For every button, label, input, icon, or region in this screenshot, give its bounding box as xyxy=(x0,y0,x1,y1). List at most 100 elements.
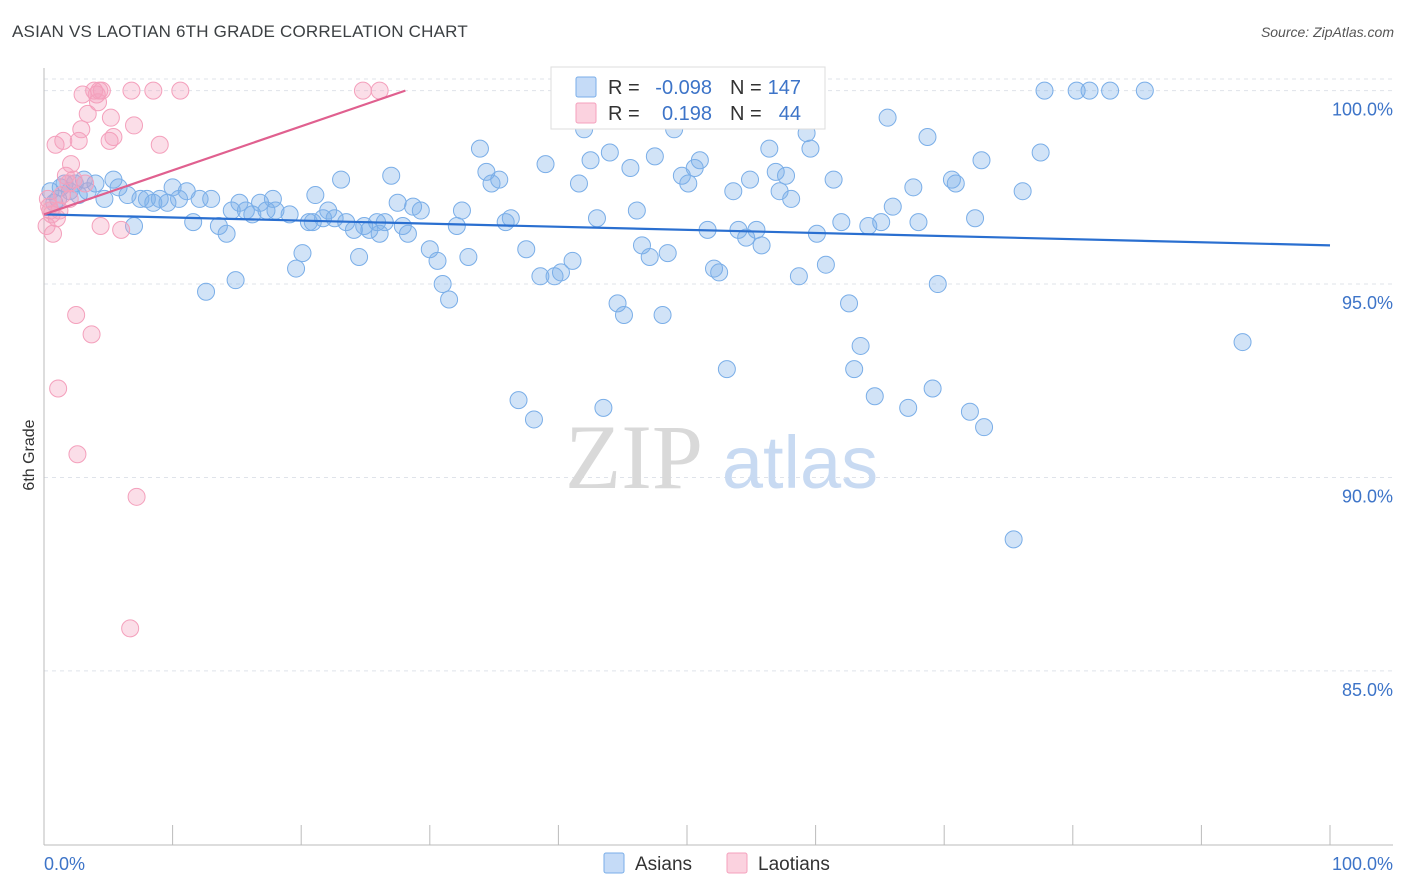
asians-point xyxy=(382,166,401,185)
laotians-point xyxy=(353,81,372,100)
laotians-point xyxy=(150,135,169,154)
laotians-point xyxy=(87,85,106,104)
asians-point xyxy=(824,170,843,189)
asians-point xyxy=(909,213,928,232)
asians-point xyxy=(280,205,299,224)
legend-r-label-1: R = xyxy=(608,77,640,99)
asians-point xyxy=(536,155,555,174)
asians-point xyxy=(433,275,452,294)
asians-point xyxy=(531,267,550,286)
laotians-point xyxy=(82,325,101,344)
watermark-zip: ZIP xyxy=(565,406,703,508)
laotians-point xyxy=(125,116,144,135)
laotians-point xyxy=(171,81,190,100)
asians-point xyxy=(184,213,203,232)
asians-point xyxy=(86,174,105,193)
asians-point xyxy=(752,236,771,255)
laotians-point xyxy=(38,189,57,208)
laotians-point xyxy=(44,224,63,243)
asians-point xyxy=(865,387,884,406)
asians-point xyxy=(789,267,808,286)
asians-point xyxy=(319,201,338,220)
asians-point xyxy=(569,174,588,193)
asians-point xyxy=(226,271,245,290)
laotians-point xyxy=(101,108,120,127)
asians-point xyxy=(690,151,709,170)
asians-point xyxy=(209,217,228,236)
asians-point xyxy=(737,228,756,247)
asians-point xyxy=(972,151,991,170)
asians-point xyxy=(717,360,736,379)
y-tick-label: 85.0% xyxy=(1342,680,1393,700)
asians-point xyxy=(501,209,520,228)
asians-point xyxy=(845,360,864,379)
y-tick-label: 100.0% xyxy=(1332,100,1393,120)
asians-point xyxy=(524,410,543,429)
laotians-point xyxy=(64,170,83,189)
asians-point xyxy=(517,240,536,259)
stats-legend-box xyxy=(550,66,826,130)
legend-n-value-2: 44 xyxy=(779,103,801,125)
laotians-point xyxy=(76,174,95,193)
laotians-point xyxy=(67,305,86,324)
asians-point xyxy=(621,158,640,177)
asians-point xyxy=(202,189,221,208)
asians-point xyxy=(1067,81,1086,100)
asians-point xyxy=(801,139,820,158)
series-legend: Asians Laotians xyxy=(603,852,830,875)
asians-point xyxy=(350,247,369,266)
asians-point xyxy=(923,379,942,398)
asians-point xyxy=(587,209,606,228)
asians-point xyxy=(1101,81,1120,100)
asians-point xyxy=(594,398,613,417)
asians-point xyxy=(230,193,249,212)
legend-n-label-2: N = xyxy=(730,103,762,125)
source-label: Source: ZipAtlas.com xyxy=(1260,24,1394,40)
asians-point xyxy=(490,170,509,189)
asians-point xyxy=(293,244,312,263)
laotians-point xyxy=(73,85,92,104)
asians-point xyxy=(1031,143,1050,162)
asians-point xyxy=(388,193,407,212)
asians-point xyxy=(658,244,677,263)
asians-point xyxy=(600,143,619,162)
laotians-point xyxy=(69,131,88,150)
asians-point xyxy=(883,197,902,216)
asians-point xyxy=(724,182,743,201)
asians-point xyxy=(109,178,128,197)
asians-point xyxy=(608,294,627,313)
laotians-point xyxy=(62,155,81,174)
legend-asians-label: Asians xyxy=(635,854,692,875)
asians-point xyxy=(197,282,216,301)
asians-point xyxy=(645,147,664,166)
legend-r-label-2: R = xyxy=(608,103,640,125)
laotians-point xyxy=(72,120,91,139)
asians-point xyxy=(777,166,796,185)
asians-point xyxy=(928,275,947,294)
legend-laotians-swatch xyxy=(726,852,748,874)
axes xyxy=(43,68,1393,846)
laotians-point xyxy=(78,104,97,123)
watermark-atlas: atlas xyxy=(722,421,878,504)
asians-point xyxy=(411,201,430,220)
asians-point xyxy=(581,151,600,170)
asians-point xyxy=(782,189,801,208)
asians-point xyxy=(1013,182,1032,201)
asians-point xyxy=(627,201,646,220)
asians-point xyxy=(1135,81,1154,100)
legend-r-value-2: 0.198 xyxy=(662,103,712,125)
laotians-point xyxy=(91,217,110,236)
laotians-point xyxy=(122,81,141,100)
trend-lines xyxy=(43,89,1331,247)
asians-point xyxy=(851,336,870,355)
legend-laotians-label: Laotians xyxy=(758,854,830,875)
y-tick-label: 90.0% xyxy=(1342,486,1393,506)
asians-point xyxy=(263,189,282,208)
asians-point xyxy=(170,189,189,208)
laotians-point xyxy=(127,487,146,506)
legend-n-value-1: 147 xyxy=(768,77,801,99)
asians-point xyxy=(679,174,698,193)
laotians-point xyxy=(144,81,163,100)
asians-point xyxy=(840,294,859,313)
